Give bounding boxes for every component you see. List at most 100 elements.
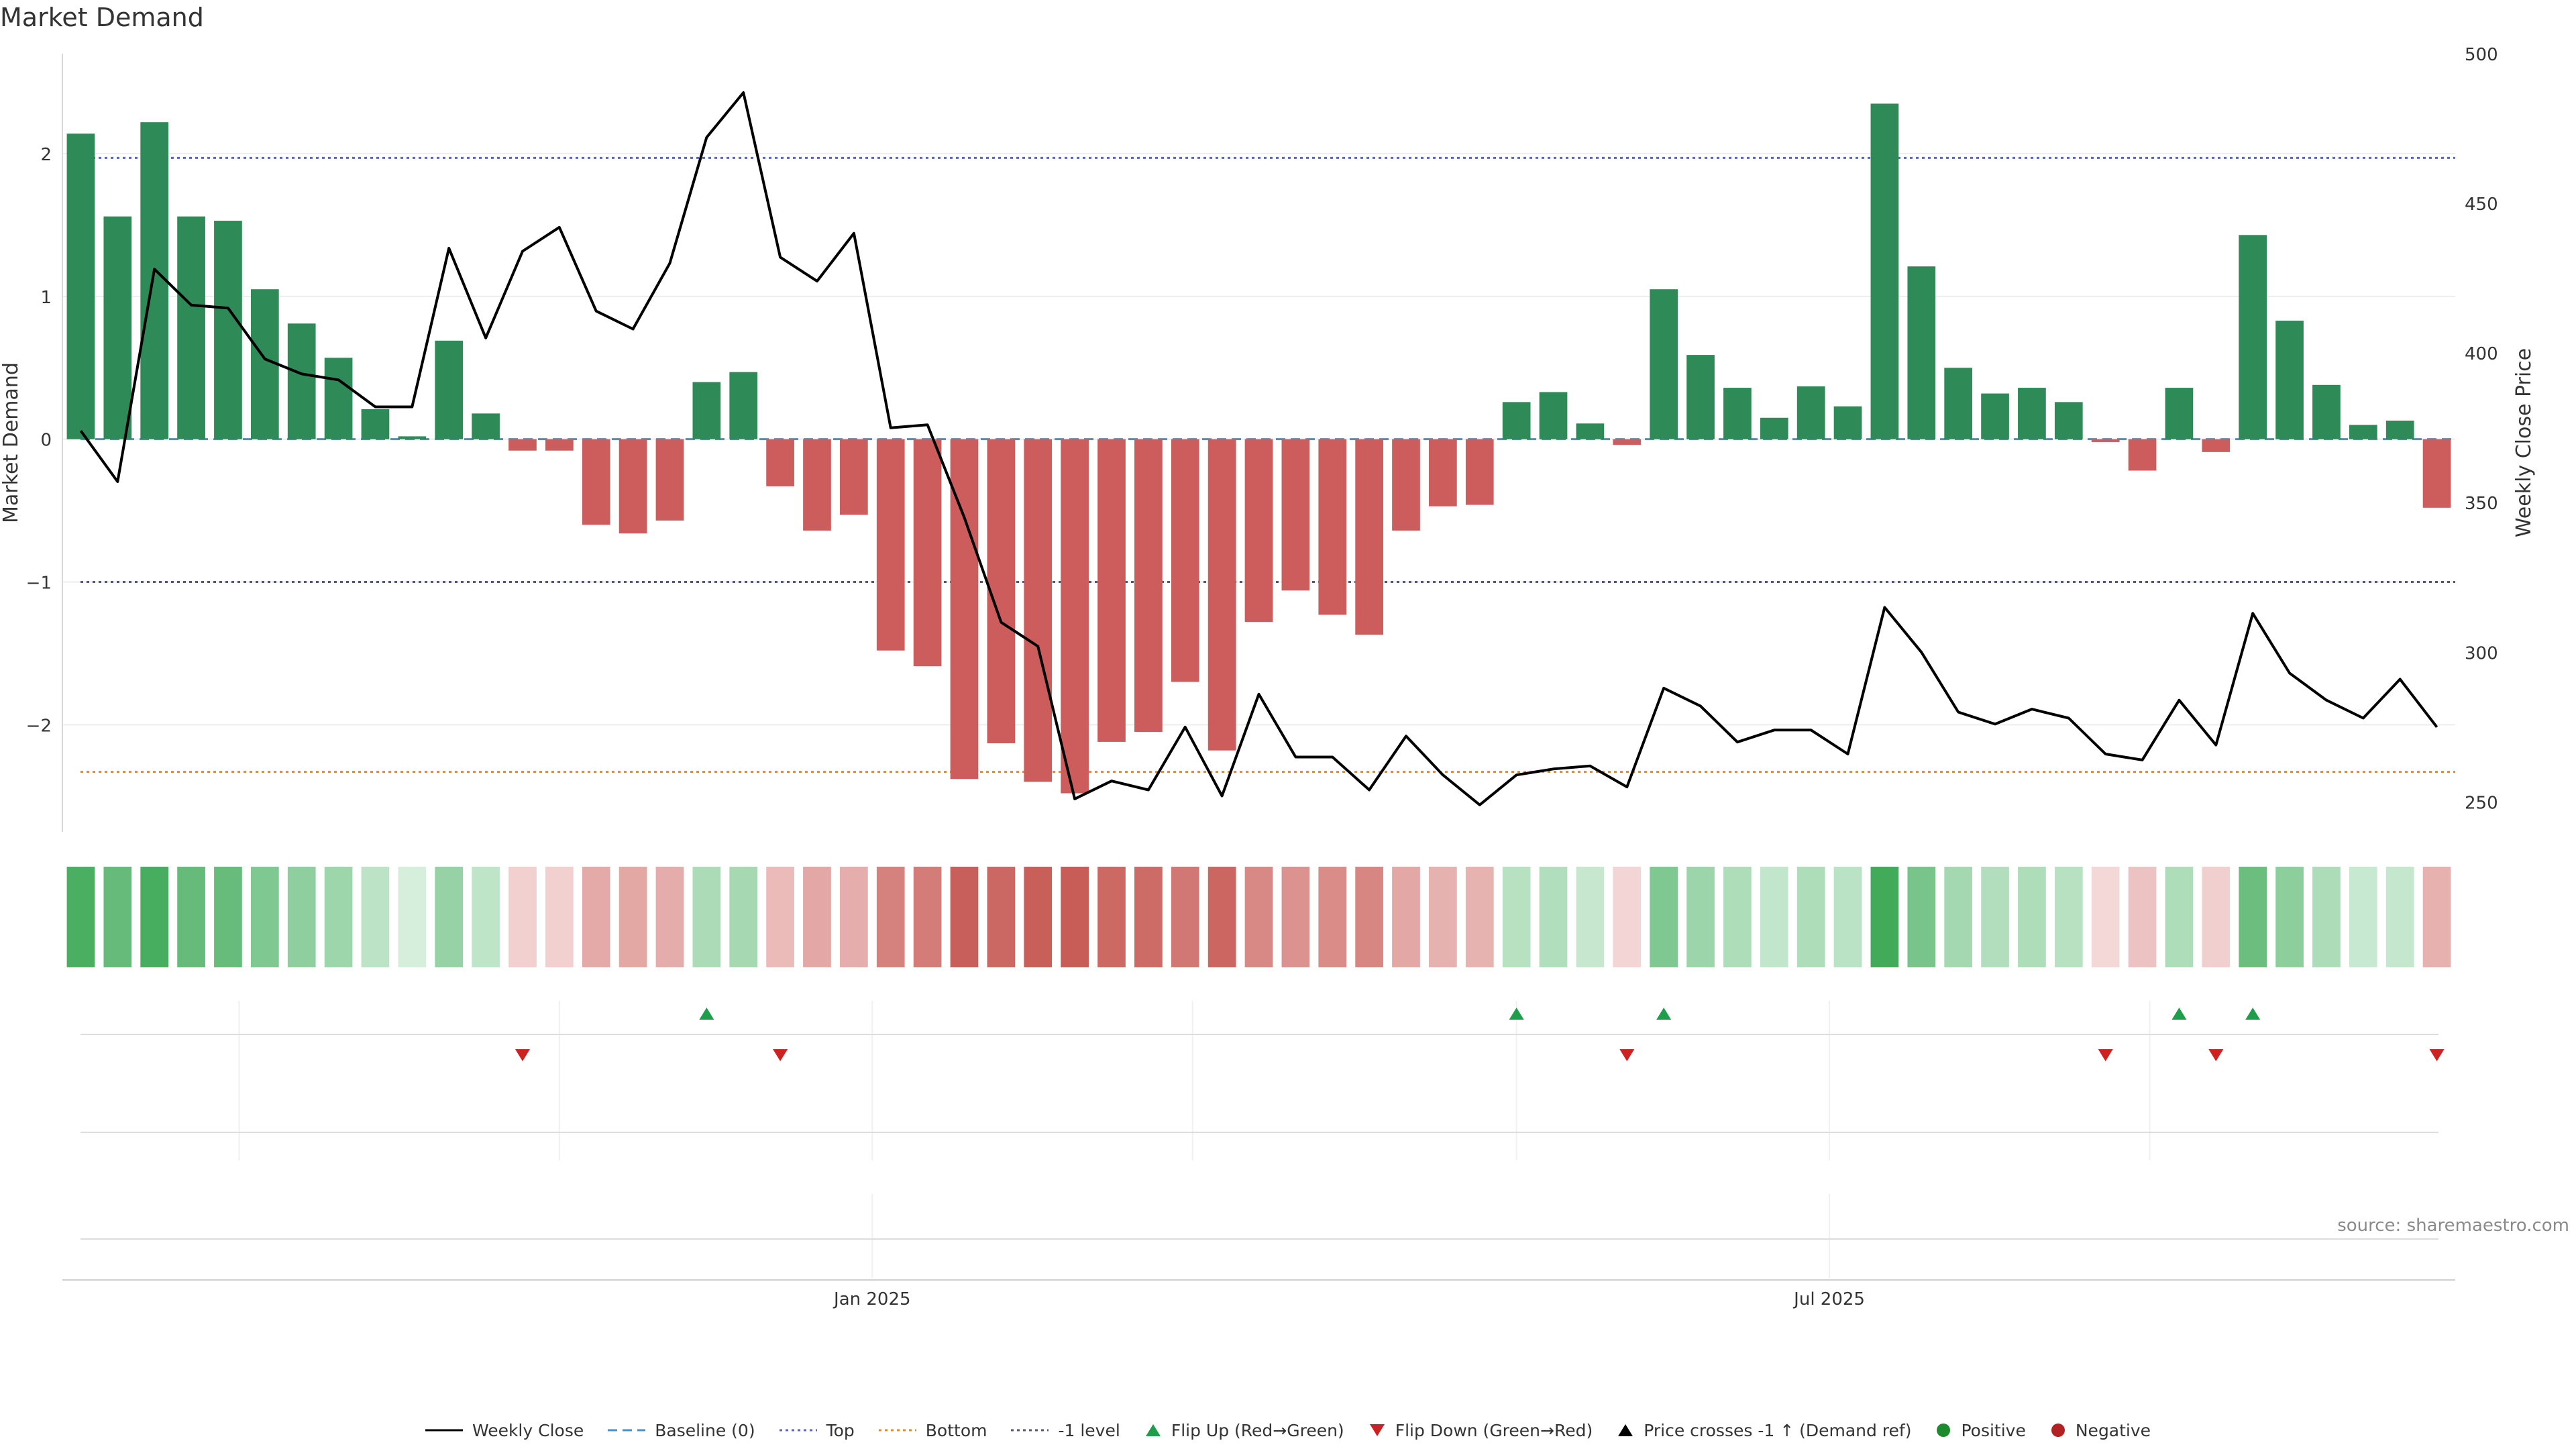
heat-cell [2202, 867, 2231, 967]
legend-label: Flip Down (Green→Red) [1395, 1420, 1593, 1440]
demand-heat-strip [66, 867, 2451, 967]
y-tick-label: 0 [40, 431, 52, 451]
demand-bar [1723, 388, 1752, 439]
demand-bar [1686, 355, 1715, 439]
demand-bar [582, 439, 610, 525]
heat-cell [1429, 867, 1457, 967]
dot-icon [1937, 1424, 1951, 1437]
heat-cell [324, 867, 353, 967]
heat-cell [66, 867, 95, 967]
legend-label: Positive [1961, 1420, 2026, 1440]
legend-weekly-close: Weekly Close [425, 1421, 584, 1440]
heat-cell [1318, 867, 1347, 967]
heat-cell [2422, 867, 2451, 967]
heat-cell [2312, 867, 2341, 967]
demand-bar [1944, 368, 1973, 439]
flip-up-marker [2245, 1008, 2261, 1020]
demand-bar [655, 439, 684, 521]
demand-bar [2349, 425, 2377, 439]
demand-bar [1796, 386, 1825, 439]
y2-axis-label: Weekly Close Price [2512, 348, 2536, 537]
demand-bar [1281, 439, 1310, 591]
heat-cell [1796, 867, 1825, 967]
x-tick-label: Jan 2025 [833, 1289, 911, 1309]
x-tick-label: Jul 2025 [1792, 1289, 1865, 1309]
heat-cell [2165, 867, 2194, 967]
heat-cell [250, 867, 279, 967]
y-tick-label: 2 [40, 145, 52, 165]
flip-down-marker [515, 1049, 530, 1061]
demand-bar [2422, 439, 2451, 508]
heat-cell [766, 867, 794, 967]
demand-bar [876, 439, 905, 651]
flip-up-marker [1509, 1008, 1524, 1020]
demand-bar [619, 439, 647, 534]
demand-bar [324, 358, 353, 439]
demand-bar [508, 439, 537, 451]
heat-cell [1134, 867, 1163, 967]
triangle-down-icon [1369, 1424, 1385, 1436]
demand-bar [1208, 439, 1236, 751]
heat-cell [619, 867, 647, 967]
heat-cell [1281, 867, 1310, 967]
heat-cell [1502, 867, 1531, 967]
demand-bar [803, 439, 831, 531]
heat-cell [2275, 867, 2304, 967]
demand-bar [1981, 393, 2009, 439]
demand-bar [545, 439, 574, 451]
flip-down-marker [773, 1049, 788, 1061]
legend-label: Negative [2075, 1420, 2151, 1440]
demand-bar [66, 133, 95, 439]
legend-negative: Negative [2050, 1421, 2151, 1440]
demand-bar [1576, 423, 1605, 439]
demand-bar [1613, 439, 1642, 445]
heat-cell [1833, 867, 1862, 967]
demand-bar [435, 340, 464, 439]
demand-bar [840, 439, 868, 515]
heat-cell [876, 867, 905, 967]
legend-price-cross: Price crosses -1 ↑ (Demand ref) [1617, 1421, 1911, 1440]
heat-cell [435, 867, 464, 967]
legend-label: Flip Up (Red→Green) [1171, 1420, 1344, 1440]
legend-label: Baseline (0) [655, 1420, 755, 1440]
heat-cell [2385, 867, 2414, 967]
heat-cell [1392, 867, 1420, 967]
legend-flip-down: Flip Down (Green→Red) [1368, 1421, 1593, 1440]
heat-cell [398, 867, 427, 967]
demand-bar [729, 372, 758, 439]
heat-cell [287, 867, 316, 967]
heat-cell [361, 867, 390, 967]
heat-cell [177, 867, 205, 967]
demand-bar [913, 439, 942, 667]
heat-cell [1723, 867, 1752, 967]
demand-bar [692, 382, 721, 439]
chart-title: Market Demand [0, 3, 204, 32]
heat-cell [729, 867, 758, 967]
demand-bar [1355, 439, 1383, 635]
legend-label: Price crosses -1 ↑ (Demand ref) [1644, 1420, 1912, 1440]
legend-dotted-swatch [1011, 1429, 1049, 1432]
axes: −2 −1 0 1 2 250 300 350 400 450 500 Jan 2025 Jul 202… [26, 45, 2498, 1309]
heat-cell [1355, 867, 1383, 967]
dot-icon [2051, 1424, 2065, 1437]
legend-label: Bottom [925, 1420, 987, 1440]
demand-bar [2018, 388, 2046, 439]
demand-bar [1171, 439, 1199, 682]
demand-bar [1244, 439, 1273, 623]
heat-cell [1539, 867, 1568, 967]
flip-markers [515, 1008, 2445, 1061]
demand-bar [2128, 439, 2157, 471]
demand-bar [987, 439, 1016, 744]
demand-bar [361, 409, 390, 439]
heat-cell [1465, 867, 1494, 967]
heat-cell [472, 867, 500, 967]
flip-up-marker [699, 1008, 714, 1020]
legend-bottom: Bottom [878, 1420, 987, 1440]
flip-down-marker [2098, 1049, 2113, 1061]
demand-bar [1502, 402, 1531, 439]
heat-cell [2239, 867, 2267, 967]
demand-bar [1024, 439, 1053, 782]
heat-cell [1760, 867, 1788, 967]
price-line-layer [79, 91, 2438, 806]
